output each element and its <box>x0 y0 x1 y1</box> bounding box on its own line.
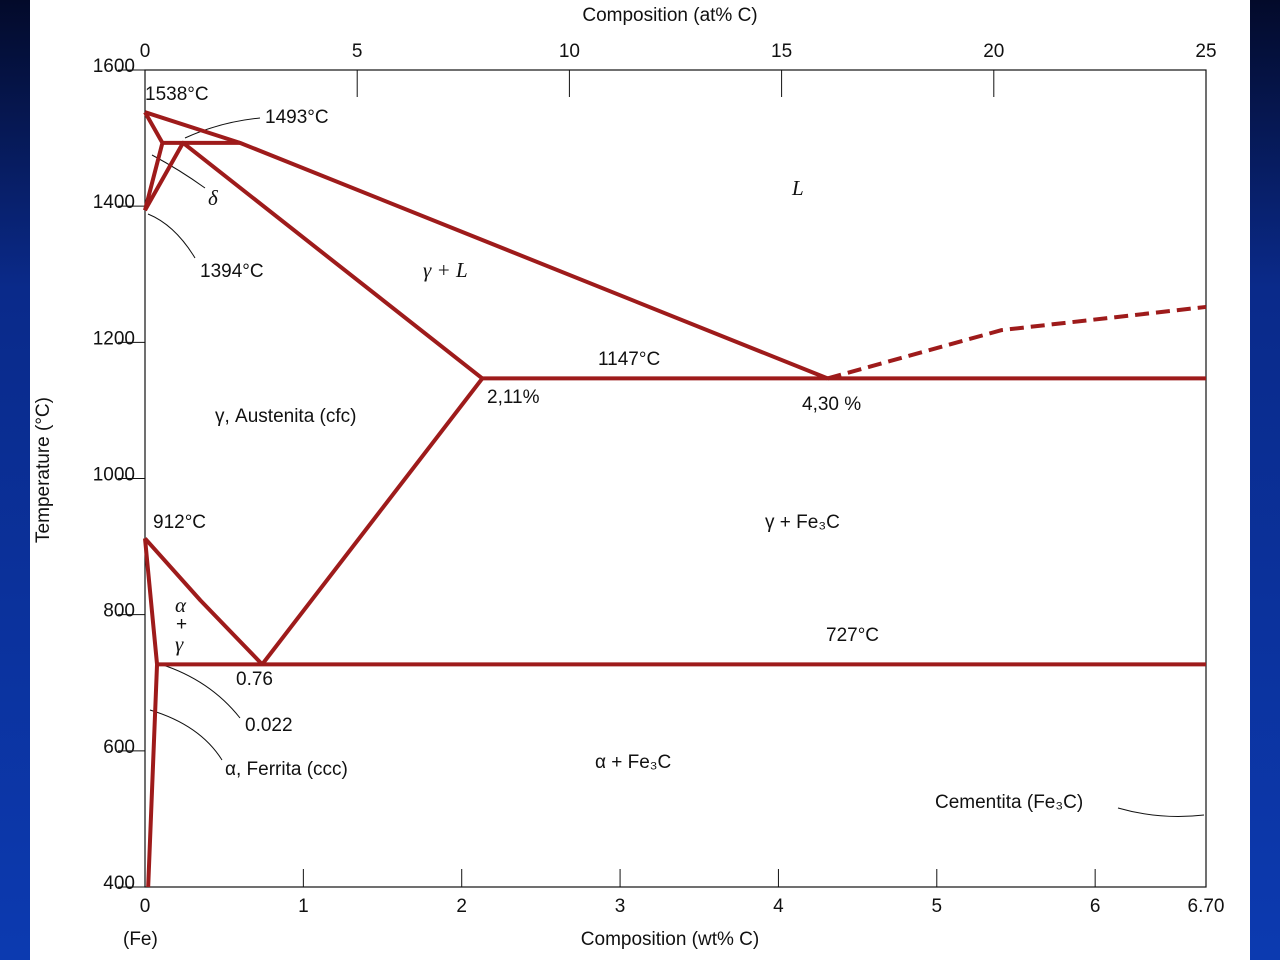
x2-tick-label: 10 <box>559 41 580 62</box>
phase-boundary <box>144 110 829 381</box>
annotation: 1147°C <box>598 349 660 370</box>
x-tick-label: 3 <box>615 896 626 917</box>
annotation: L <box>791 176 804 200</box>
annotation: 727°C <box>826 625 879 646</box>
arrow <box>1117 807 1205 817</box>
x-tick-label: 4 <box>773 896 784 917</box>
y-tick-label: 1400 <box>93 192 135 213</box>
x2-tick-label: 5 <box>352 41 363 62</box>
x2-tick-label: 15 <box>771 41 792 62</box>
x2-tick-label: 20 <box>983 41 1004 62</box>
x-axis-title: Composition (wt% C) <box>581 929 759 950</box>
x-tick-label: 5 <box>932 896 943 917</box>
phase-boundary <box>143 537 264 666</box>
annotation: 1394°C <box>200 261 264 282</box>
y-tick-label: 1600 <box>93 56 135 77</box>
phase-boundary <box>826 304 1207 381</box>
annotation: 2,11% <box>487 387 540 408</box>
arrow <box>147 213 196 259</box>
annotation: α, Ferrita (ccc) <box>225 759 348 780</box>
annotation: α + Fe₃C <box>595 752 671 773</box>
annotation: δ <box>208 186 219 210</box>
arrow <box>184 117 261 139</box>
x2-tick-label: 25 <box>1195 41 1216 62</box>
phase-boundary <box>143 140 484 380</box>
x2-axis-title: Composition (at% C) <box>582 5 757 26</box>
annotation: γ + L <box>423 258 468 282</box>
annotation: 4,30 % <box>802 394 861 415</box>
y-tick-label: 800 <box>103 601 135 622</box>
x-tick-label: 6 <box>1090 896 1101 917</box>
y-tick-label: 600 <box>103 737 135 758</box>
y-tick-label: 400 <box>103 873 135 894</box>
y-tick-label: 1200 <box>93 328 135 349</box>
phase-boundary <box>143 111 165 211</box>
y-tick-label: 1000 <box>93 465 135 486</box>
panel <box>30 0 1250 960</box>
annotation: γ <box>175 632 184 656</box>
annotation: α <box>175 593 187 617</box>
x-tick-label: 1 <box>298 896 309 917</box>
annotation: + <box>176 614 187 635</box>
arrow <box>149 709 223 761</box>
annotation: 1493°C <box>265 107 329 128</box>
annotation: 0.76 <box>236 669 273 690</box>
annotation: 0.022 <box>245 715 293 736</box>
phase-boundary <box>143 538 160 888</box>
x-tick-label: 0 <box>140 896 151 917</box>
annotation: γ, Austenita (cfc) <box>215 406 357 427</box>
phase-boundary <box>260 377 484 666</box>
annotation: Cementita (Fe₃C) <box>935 792 1083 813</box>
x-tick-label: 2 <box>456 896 467 917</box>
x2-tick-label: 0 <box>140 41 151 62</box>
y-axis-title: Temperature (°C) <box>33 397 54 543</box>
annotation: (Fe) <box>123 929 158 950</box>
annotation: 1538°C <box>145 84 209 105</box>
annotation: γ + Fe₃C <box>765 512 840 533</box>
arrow <box>159 663 241 719</box>
x-tick-label: 6.70 <box>1188 896 1225 917</box>
annotation: 912°C <box>153 512 206 533</box>
